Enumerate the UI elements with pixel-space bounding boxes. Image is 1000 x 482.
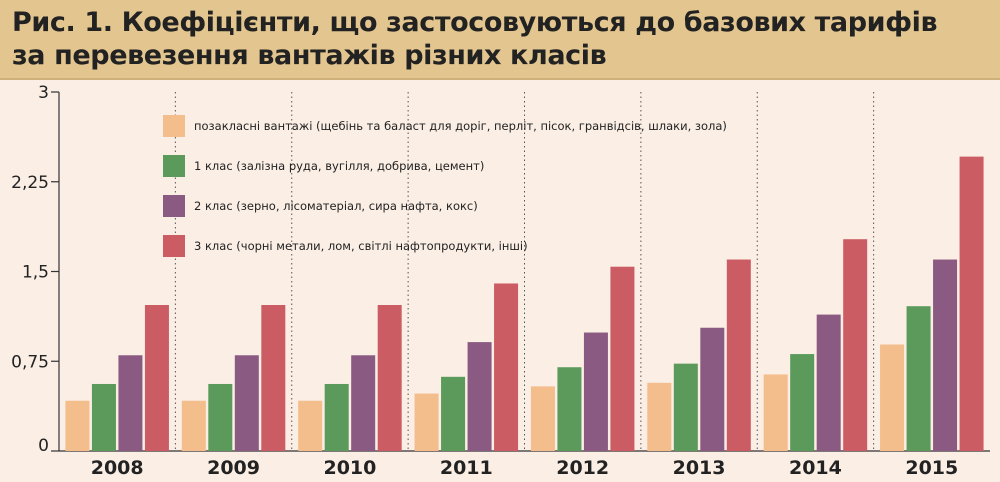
bar-2015-series-2 <box>906 306 931 451</box>
y-tick-label: 2,25 <box>11 173 49 193</box>
legend-label-3: 2 клас (зерно, лісоматеріал, сира нафта,… <box>194 199 478 213</box>
chart-title: Рис. 1. Коефіцієнти, що застосовуються д… <box>12 6 972 72</box>
bar-2008-series-1 <box>65 400 90 451</box>
y-tick-label: 1,5 <box>22 263 49 283</box>
bar-2010-series-3 <box>351 355 376 451</box>
bar-2011-series-3 <box>467 342 492 451</box>
y-tick-label: 3 <box>38 83 49 103</box>
chart-title-line-1: Рис. 1. Коефіцієнти, що застосовуються д… <box>12 7 938 38</box>
bar-2011-series-1 <box>414 393 439 451</box>
bar-2008-series-2 <box>91 383 116 451</box>
bar-2012-series-3 <box>583 332 608 451</box>
x-tick-label: 2010 <box>323 457 376 479</box>
bar-2009-series-2 <box>208 383 233 451</box>
bar-2008-series-3 <box>118 355 143 451</box>
legend-label-4: 3 клас (чорні метали, лом, світлі нафтоп… <box>194 239 528 253</box>
legend-label-2: 1 клас (залізна руда, вугілля, добрива, … <box>194 159 484 173</box>
x-tick-label: 2012 <box>556 457 609 479</box>
bar-2010-series-4 <box>377 305 402 451</box>
legend-swatch-1 <box>163 115 185 137</box>
bar-2011-series-2 <box>441 376 466 451</box>
legend-swatch-3 <box>163 195 185 217</box>
bar-2010-series-1 <box>298 400 323 451</box>
bar-2015-series-3 <box>933 259 958 451</box>
legend-swatch-4 <box>163 235 185 257</box>
x-tick-label: 2015 <box>905 457 958 479</box>
bar-2012-series-4 <box>610 266 635 451</box>
bar-2014-series-4 <box>843 239 868 451</box>
y-tick-label: 0 <box>38 436 49 456</box>
bar-2014-series-2 <box>790 354 815 451</box>
bar-2014-series-1 <box>763 374 788 451</box>
bar-2014-series-3 <box>816 314 841 451</box>
bar-2013-series-2 <box>673 363 698 451</box>
bar-2015-series-1 <box>880 344 905 451</box>
bar-2013-series-4 <box>726 259 751 451</box>
x-tick-label: 2011 <box>440 457 493 479</box>
legend-label-1: позакласні вантажі (щебінь та баласт для… <box>194 119 727 133</box>
bar-2012-series-1 <box>530 386 555 451</box>
bar-2009-series-3 <box>234 355 259 451</box>
bar-2010-series-2 <box>324 383 349 451</box>
bar-2013-series-1 <box>647 382 672 451</box>
x-tick-label: 2014 <box>789 457 842 479</box>
legend-swatch-2 <box>163 155 185 177</box>
bar-2013-series-3 <box>700 327 725 451</box>
bar-2012-series-2 <box>557 367 582 451</box>
bar-2011-series-4 <box>494 283 519 451</box>
title-band: Рис. 1. Коефіцієнти, що застосовуються д… <box>0 0 1000 80</box>
bar-2009-series-4 <box>261 305 286 451</box>
x-tick-label: 2009 <box>207 457 260 479</box>
y-tick-label: 0,75 <box>11 352 49 372</box>
bar-2015-series-4 <box>959 156 984 451</box>
x-tick-label: 2008 <box>91 457 144 479</box>
bar-2008-series-4 <box>144 305 169 451</box>
chart-title-line-2: за перевезення вантажів різних класів <box>12 40 607 71</box>
x-tick-label: 2013 <box>673 457 726 479</box>
bar-2009-series-1 <box>181 400 206 451</box>
